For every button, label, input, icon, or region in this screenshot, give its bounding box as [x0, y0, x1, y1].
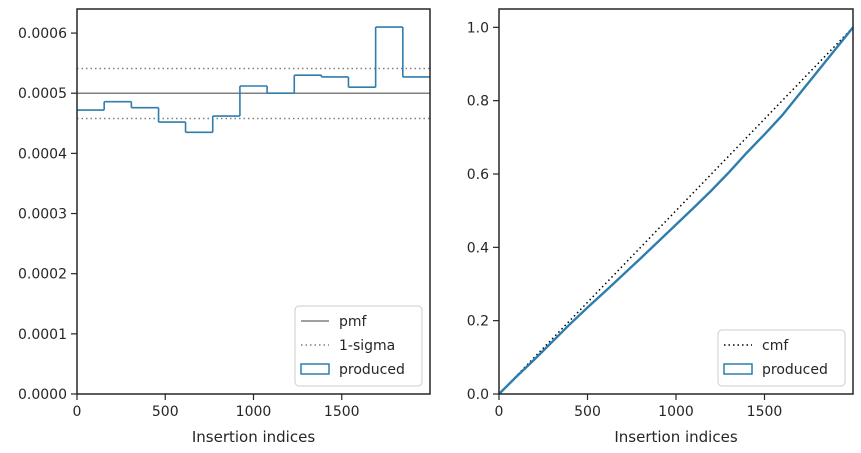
y-tick-label: 0.0000: [18, 387, 67, 403]
y-tick-label: 1.0: [467, 20, 489, 36]
x-tick-label: 500: [152, 404, 179, 420]
x-tick-label: 1500: [747, 404, 783, 420]
legend-label: cmf: [762, 338, 789, 354]
histogram-panel: 0 500 1000 1500 0.0000 0.0001 0.0002 0.0003 0.00…: [18, 8, 431, 446]
legend-label: 1-sigma: [339, 338, 395, 354]
y-tick-label: 0.0001: [18, 327, 67, 343]
y-tick-label: 0.4: [467, 240, 489, 256]
y-tick-label: 0.0006: [18, 26, 67, 42]
y-tick-label: 0.0005: [18, 86, 67, 102]
legend-label: produced: [339, 362, 405, 378]
legend-swatch: [300, 363, 330, 375]
y-tick-label: 0.0003: [18, 207, 67, 223]
y-tick-label: 0.8: [467, 94, 489, 110]
x-tick-label: 0: [73, 404, 82, 420]
legend-label: produced: [762, 362, 828, 378]
cumulative-panel: 0 500 1000 1500 0.0 0.2 0.4 0.6 0.8 1.0 Insertion …: [467, 8, 854, 446]
legend-label: pmf: [339, 314, 368, 330]
legend: pmf 1-sigma produced: [294, 305, 423, 387]
x-tick-label: 1500: [324, 404, 360, 420]
y-tick-label: 0.0004: [18, 146, 67, 162]
x-tick-label: 1000: [658, 404, 694, 420]
y-tick-label: 0.6: [467, 167, 489, 183]
x-axis-label: Insertion indices: [192, 428, 315, 446]
x-tick-label: 1000: [236, 404, 272, 420]
produced-cumulative-line: [498, 26, 854, 395]
y-tick-label: 0.0: [467, 387, 489, 403]
legend-box: [717, 329, 846, 387]
legend-box: [294, 305, 423, 387]
axes-frame: [76, 8, 431, 395]
y-tick-label: 0.0002: [18, 267, 67, 283]
x-tick-label: 0: [495, 404, 504, 420]
y-tick-label: 0.2: [467, 314, 489, 330]
legend: cmf produced: [717, 329, 846, 387]
x-tick-label: 500: [574, 404, 601, 420]
axes-frame: [498, 8, 854, 395]
legend-swatch: [723, 363, 753, 375]
x-axis-label: Insertion indices: [614, 428, 737, 446]
